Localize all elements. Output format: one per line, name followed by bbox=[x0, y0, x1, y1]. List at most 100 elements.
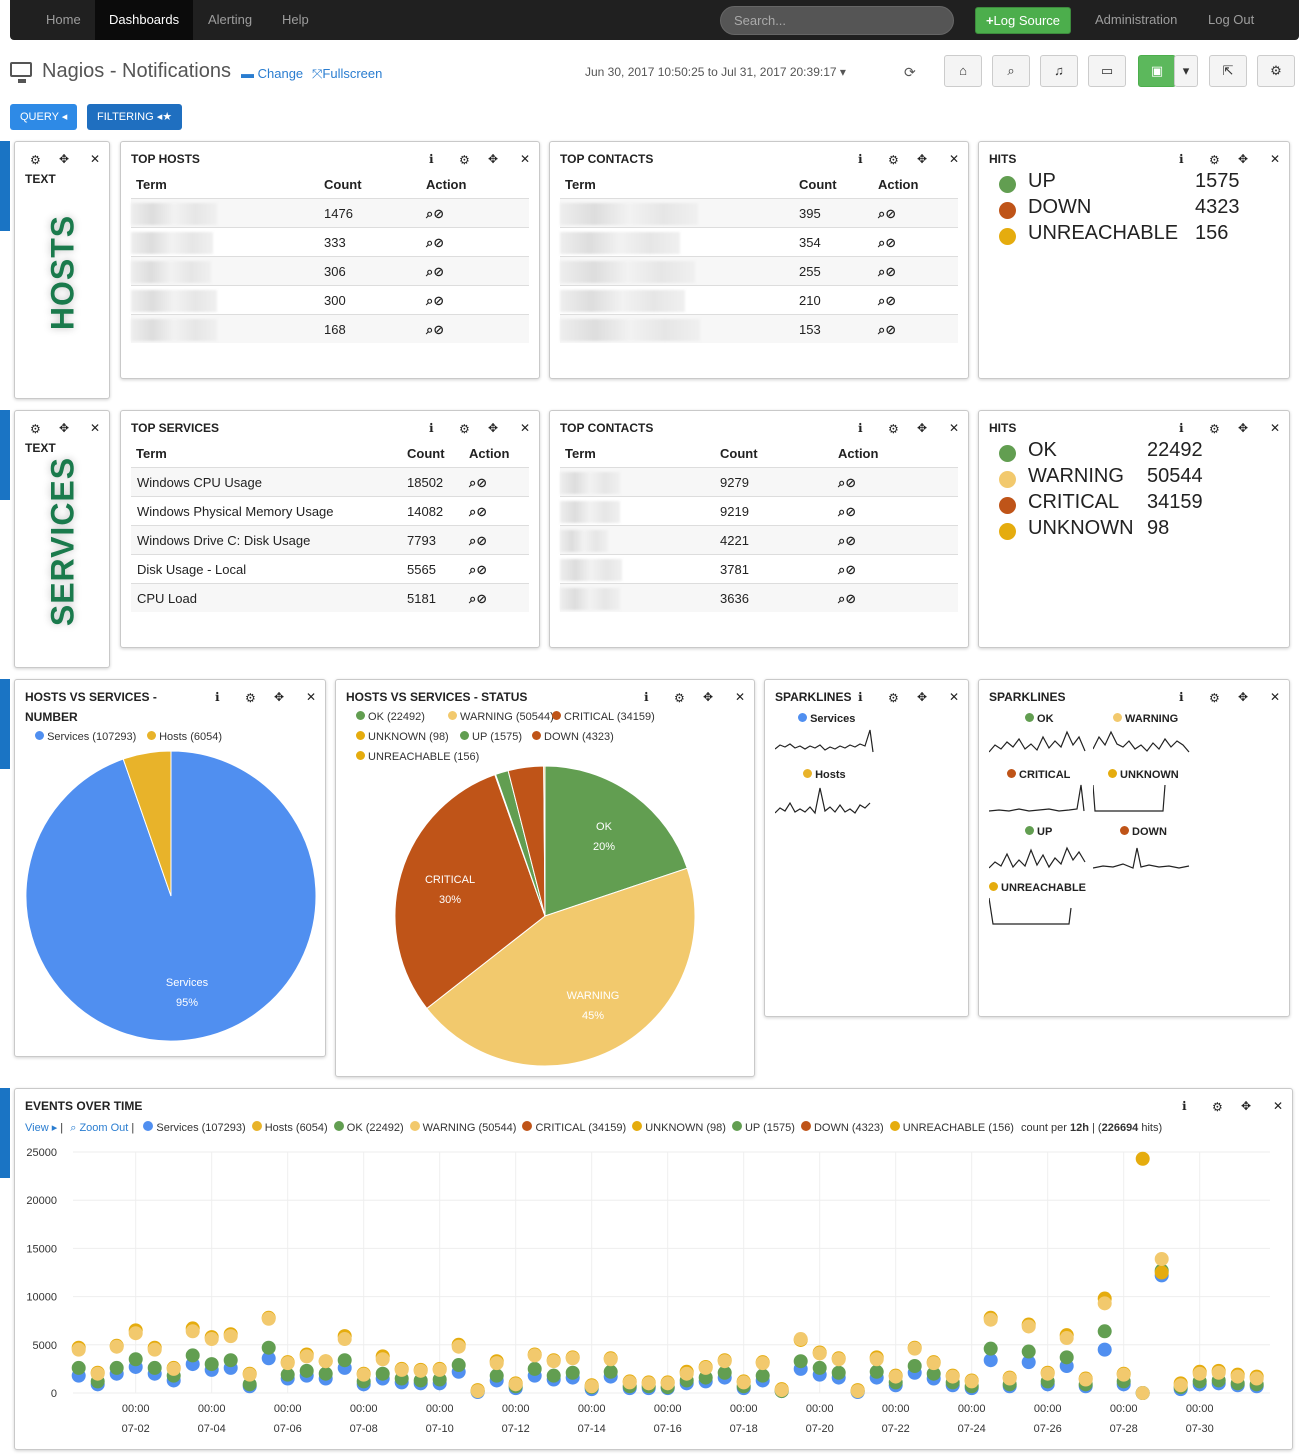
gear-icon[interactable]: ⚙ bbox=[1209, 153, 1220, 167]
gear-icon[interactable]: ⚙ bbox=[30, 422, 41, 436]
point-ok[interactable] bbox=[755, 1368, 770, 1383]
point-warning[interactable] bbox=[641, 1376, 656, 1391]
point-ok[interactable] bbox=[793, 1354, 808, 1369]
legend-item-up[interactable]: UP (1575) bbox=[460, 731, 522, 743]
ban-icon[interactable]: ⊘ bbox=[885, 264, 897, 279]
point-services[interactable] bbox=[1097, 1342, 1112, 1357]
info-icon[interactable]: ℹ bbox=[1179, 152, 1184, 166]
point-ok[interactable] bbox=[204, 1357, 219, 1372]
close-icon[interactable]: ✕ bbox=[90, 152, 101, 166]
point-warning[interactable] bbox=[1154, 1252, 1169, 1267]
search-button[interactable]: ⌕ bbox=[992, 55, 1030, 87]
point-warning[interactable] bbox=[451, 1339, 466, 1354]
query-button[interactable]: QUERY ◂ bbox=[10, 104, 78, 130]
legend-hosts[interactable]: Hosts (6054) bbox=[147, 731, 222, 743]
search-icon[interactable]: ⌕ bbox=[469, 504, 477, 519]
gear-icon[interactable]: ⚙ bbox=[888, 691, 899, 705]
pie-slice-ok[interactable] bbox=[544, 765, 688, 917]
search-icon[interactable]: ⌕ bbox=[426, 235, 434, 250]
point-warning[interactable] bbox=[166, 1361, 181, 1376]
search-icon[interactable]: ⌕ bbox=[878, 235, 886, 250]
point-warning[interactable] bbox=[1116, 1367, 1131, 1382]
point-ok[interactable] bbox=[907, 1359, 922, 1374]
info-icon[interactable]: ℹ bbox=[644, 690, 649, 704]
point-warning[interactable] bbox=[584, 1379, 599, 1394]
move-icon[interactable]: ✥ bbox=[1238, 152, 1249, 166]
ban-icon[interactable]: ⊘ bbox=[885, 235, 897, 250]
point-warning[interactable] bbox=[432, 1362, 447, 1377]
point-ok[interactable] bbox=[71, 1360, 86, 1375]
open-button[interactable]: ▭ bbox=[1088, 55, 1126, 87]
close-icon[interactable]: ✕ bbox=[90, 421, 101, 435]
move-icon[interactable]: ✥ bbox=[1238, 421, 1249, 435]
point-warning[interactable] bbox=[280, 1356, 295, 1371]
gear-icon[interactable]: ⚙ bbox=[1209, 422, 1220, 436]
point-warning[interactable] bbox=[698, 1360, 713, 1375]
nav-alerting[interactable]: Alerting bbox=[208, 12, 253, 27]
point-ok[interactable] bbox=[128, 1352, 143, 1367]
row-collapse-bar[interactable] bbox=[0, 679, 10, 769]
point-services[interactable] bbox=[983, 1353, 998, 1368]
gear-icon[interactable]: ⚙ bbox=[30, 153, 41, 167]
search-icon[interactable]: ⌕ bbox=[838, 475, 846, 490]
point-warning[interactable] bbox=[1135, 1386, 1150, 1400]
home-button[interactable]: ⌂ bbox=[944, 55, 982, 87]
move-icon[interactable]: ✥ bbox=[59, 152, 70, 166]
point-warning[interactable] bbox=[128, 1326, 143, 1341]
row-collapse-bar[interactable] bbox=[0, 1088, 10, 1178]
ban-icon[interactable]: ⊘ bbox=[845, 533, 857, 548]
point-warning[interactable] bbox=[603, 1352, 618, 1367]
legend-item-unreachable[interactable]: UNREACHABLE (156) bbox=[356, 751, 479, 763]
nav-help[interactable]: Help bbox=[282, 12, 309, 27]
close-icon[interactable]: ✕ bbox=[1273, 1099, 1284, 1113]
point-warning[interactable] bbox=[318, 1354, 333, 1369]
point-warning[interactable] bbox=[1173, 1378, 1188, 1393]
point-ok[interactable] bbox=[1097, 1324, 1112, 1339]
close-icon[interactable]: ✕ bbox=[520, 152, 531, 166]
point-warning[interactable] bbox=[1249, 1371, 1264, 1386]
point-warning[interactable] bbox=[489, 1356, 504, 1371]
point-ok[interactable] bbox=[565, 1365, 580, 1380]
point-warning[interactable] bbox=[242, 1367, 257, 1382]
point-warning[interactable] bbox=[413, 1363, 428, 1378]
info-icon[interactable]: ℹ bbox=[1179, 421, 1184, 435]
point-services[interactable] bbox=[261, 1351, 276, 1366]
nav-home[interactable]: Home bbox=[46, 12, 81, 27]
ban-icon[interactable]: ⊘ bbox=[476, 475, 488, 490]
close-icon[interactable]: ✕ bbox=[306, 690, 317, 704]
ban-icon[interactable]: ⊘ bbox=[845, 504, 857, 519]
point-ok[interactable] bbox=[546, 1368, 561, 1383]
events-legend-item[interactable]: WARNING (50544) bbox=[409, 1121, 516, 1134]
point-ok[interactable] bbox=[318, 1366, 333, 1381]
point-ok[interactable] bbox=[489, 1368, 504, 1383]
point-warning[interactable] bbox=[394, 1362, 409, 1377]
point-warning[interactable] bbox=[1230, 1369, 1245, 1384]
point-warning[interactable] bbox=[869, 1352, 884, 1367]
move-icon[interactable]: ✥ bbox=[488, 152, 499, 166]
point-warning[interactable] bbox=[774, 1383, 789, 1398]
gear-icon[interactable]: ⚙ bbox=[1209, 691, 1220, 705]
close-icon[interactable]: ✕ bbox=[949, 421, 960, 435]
change-link[interactable]: ▬ Change bbox=[241, 66, 303, 81]
ban-icon[interactable]: ⊘ bbox=[885, 293, 897, 308]
ban-icon[interactable]: ⊘ bbox=[433, 206, 445, 221]
search-input[interactable]: Search... bbox=[720, 6, 954, 35]
search-icon[interactable]: ⌕ bbox=[878, 322, 886, 337]
legend-item-down[interactable]: DOWN (4323) bbox=[532, 731, 614, 743]
point-warning[interactable] bbox=[983, 1312, 998, 1327]
close-icon[interactable]: ✕ bbox=[1270, 690, 1281, 704]
point-ok[interactable] bbox=[451, 1358, 466, 1373]
point-warning[interactable] bbox=[204, 1332, 219, 1347]
point-warning[interactable] bbox=[945, 1369, 960, 1384]
ban-icon[interactable]: ⊘ bbox=[476, 591, 488, 606]
point-warning[interactable] bbox=[1021, 1319, 1036, 1334]
ban-icon[interactable]: ⊘ bbox=[845, 562, 857, 577]
ban-icon[interactable]: ⊘ bbox=[845, 591, 857, 606]
point-ok[interactable] bbox=[375, 1366, 390, 1381]
nav-administration[interactable]: Administration bbox=[1095, 12, 1178, 27]
point-ok[interactable] bbox=[869, 1364, 884, 1379]
search-icon[interactable]: ⌕ bbox=[469, 591, 477, 606]
point-ok[interactable] bbox=[432, 1372, 447, 1387]
point-warning[interactable] bbox=[1040, 1366, 1055, 1381]
point-warning[interactable] bbox=[1059, 1331, 1074, 1346]
